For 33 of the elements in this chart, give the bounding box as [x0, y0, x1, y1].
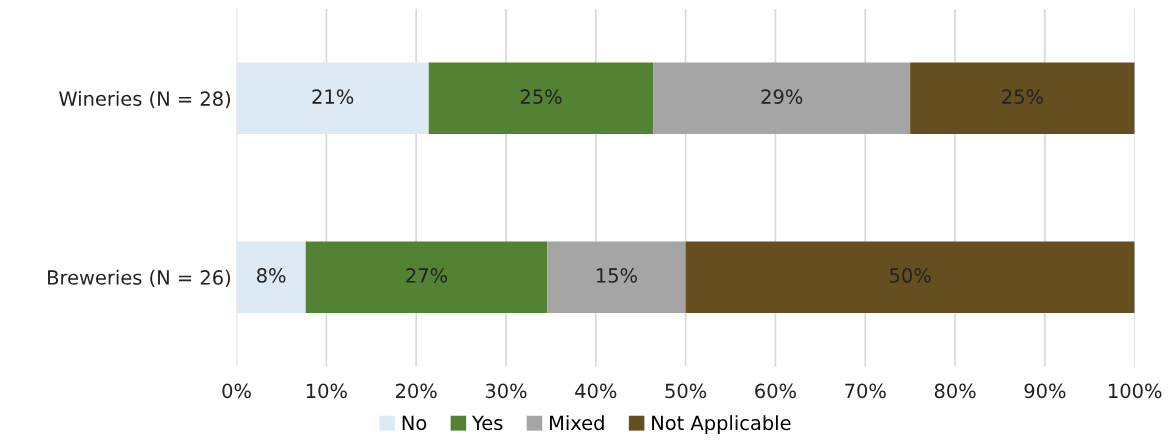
x-tick-label: 60%	[755, 383, 796, 399]
bar	[236, 241, 306, 313]
x-tick-label: 70%	[845, 383, 886, 399]
bar	[236, 62, 429, 135]
legend-label: No	[402, 415, 427, 431]
bar	[653, 62, 911, 135]
bar	[428, 62, 654, 135]
bar	[685, 241, 1135, 313]
bar	[547, 241, 686, 313]
legend-label: Not Applicable	[652, 415, 791, 434]
x-tick-label: 90%	[1024, 383, 1066, 399]
data-label: 25%	[1002, 89, 1043, 104]
data-label: 8%	[257, 268, 286, 283]
bar	[305, 241, 548, 313]
data-label: 50%	[890, 268, 931, 283]
data-label: 15%	[596, 268, 637, 283]
data-label: 29%	[761, 89, 803, 104]
data-label: 21%	[312, 89, 354, 104]
x-tick-label: 30%	[485, 383, 527, 399]
bar	[910, 62, 1135, 135]
x-tick-label: 10%	[306, 383, 347, 399]
data-label: 25%	[520, 89, 562, 104]
x-tick-label: 50%	[665, 383, 707, 399]
x-tick-label: 40%	[575, 383, 617, 399]
y-tick-label: Wineries (N = 28)	[59, 90, 231, 109]
x-tick-label: 80%	[934, 383, 976, 399]
x-tick-label: 20%	[395, 383, 437, 399]
x-tick-label: 0%	[222, 383, 251, 399]
data-label: 27%	[406, 268, 448, 283]
legend-label: Yes	[471, 415, 503, 431]
y-tick-label: Breweries (N = 26)	[48, 269, 231, 288]
x-tick-label: 100%	[1109, 383, 1162, 399]
legend-label: Mixed	[550, 415, 604, 431]
